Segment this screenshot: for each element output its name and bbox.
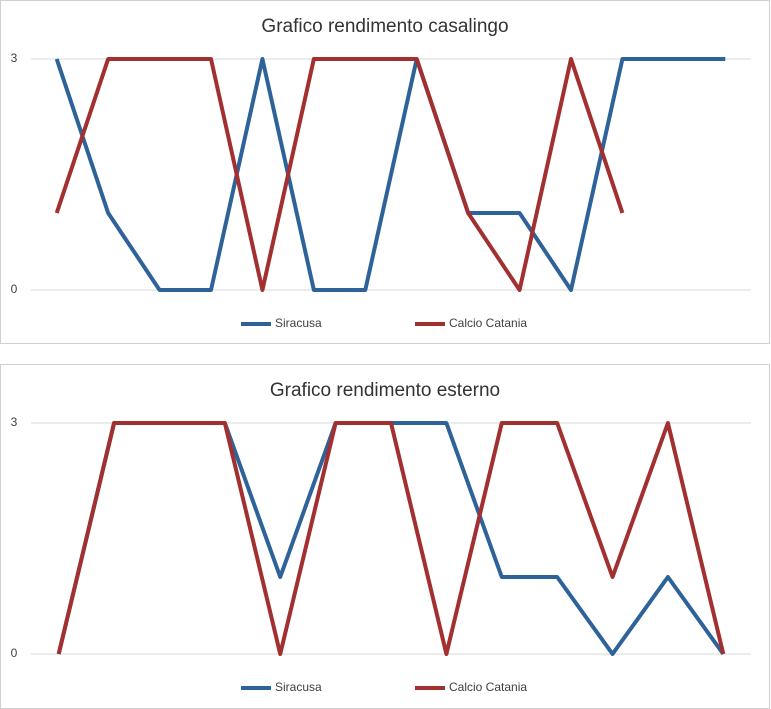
y-tick-label: 3 [11, 51, 18, 65]
chart-title: Grafico rendimento casalingo [261, 16, 508, 37]
legend-label: Calcio Catania [449, 680, 527, 694]
chart-frame [0, 364, 770, 709]
chart-title: Grafico rendimento esterno [270, 380, 500, 401]
chart-panel: Grafico rendimento casalingo 0 3 Siracusa Ca… [0, 0, 770, 344]
legend-label: Siracusa [275, 680, 322, 694]
series-line [54, 57, 625, 292]
series-line [56, 421, 726, 656]
y-tick-label: 3 [11, 415, 18, 429]
chart-frame [0, 0, 770, 344]
legend-label: Calcio Catania [449, 316, 527, 330]
chart-panel: Grafico rendimento esterno 0 3 Siracusa Calc… [0, 364, 770, 709]
legend-label: Siracusa [275, 316, 322, 330]
y-tick-label: 0 [11, 646, 18, 660]
y-tick-label: 0 [11, 282, 18, 296]
series-line [54, 57, 726, 292]
